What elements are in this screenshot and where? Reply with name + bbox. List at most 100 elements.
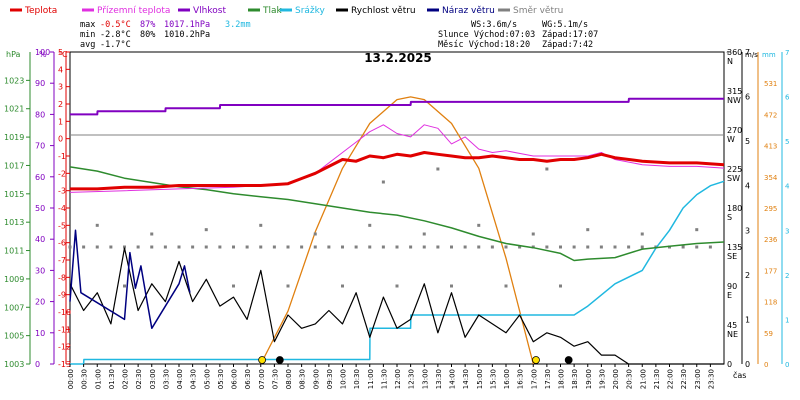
wind-direction-point <box>300 245 304 249</box>
stats-max-pressure: 1017.1hPa <box>164 20 210 30</box>
temp-tick-label: -8 <box>58 273 66 282</box>
temp-tick-label: -7 <box>58 256 66 265</box>
series-smer-vetru <box>68 167 712 288</box>
solar-tick-label: 236 <box>764 236 778 244</box>
wind-direction-point <box>191 245 195 249</box>
direction-tick-label: 135 <box>727 243 742 252</box>
direction-tick-sublabel: N <box>727 57 733 66</box>
time-axis-label: čas <box>733 370 746 380</box>
rain-tick-label: 1 <box>785 316 789 324</box>
x-tick-label: 22:00 <box>667 369 675 389</box>
wind-direction-point <box>123 245 126 249</box>
x-tick-label: 11:30 <box>380 369 388 389</box>
stats-min-temp: -2.8°C <box>100 30 131 40</box>
temp-tick-label: -1 <box>58 152 66 161</box>
legend-item-vlhkost: Vlhkost <box>178 6 226 16</box>
temp-tick-label: -12 <box>58 343 71 352</box>
pressure-tick-label: 1023 <box>4 76 24 85</box>
pressure-tick-label: 1009 <box>4 275 24 284</box>
humidity-tick-label: 70 <box>35 142 45 151</box>
x-tick-label: 09:00 <box>312 369 320 389</box>
wind-gust-stat: WG:5.1m/s <box>542 20 588 30</box>
wind-direction-point <box>504 284 508 288</box>
wind-direction-point <box>545 167 549 171</box>
x-tick-label: 15:30 <box>489 369 497 389</box>
wind-direction-point <box>695 228 699 232</box>
humidity-tick-label: 10 <box>35 329 45 338</box>
x-tick-label: 11:00 <box>367 369 375 389</box>
humidity-tick-label: 50 <box>35 204 45 213</box>
legend-label: Srážky <box>295 6 326 16</box>
wind-direction-point <box>286 245 290 249</box>
stats-min-humidity: 80% <box>140 30 155 40</box>
rain-tick-label: 4 <box>785 183 790 191</box>
humidity-tick-label: 60 <box>35 173 45 182</box>
wind-direction-point <box>232 284 235 288</box>
temp-tick-label: 1 <box>58 117 63 126</box>
temp-tick-label: -10 <box>58 308 71 317</box>
pressure-axis-unit: hPa <box>6 50 21 59</box>
series-teplota <box>70 151 725 191</box>
wind_speed-tick-label: 2 <box>745 271 750 280</box>
stats-min-pressure: 1010.2hPa <box>164 30 210 40</box>
direction-tick-label: 180 <box>727 204 742 213</box>
legend-item-prizemni-teplota: Přízemní teplota <box>82 6 170 16</box>
direction-tick-sublabel: S <box>727 213 732 222</box>
legend-label: Přízemní teplota <box>97 6 170 16</box>
legend-label: Vlhkost <box>193 6 226 16</box>
rain-tick-label: 0 <box>785 361 789 369</box>
moonset-marker <box>275 356 284 364</box>
wind-direction-point <box>450 245 453 249</box>
wind-direction-point <box>204 245 208 249</box>
sunrise-info: Slunce Východ:07:03 <box>438 30 535 40</box>
x-tick-label: 05:00 <box>203 369 211 389</box>
wind-direction-point <box>204 228 208 232</box>
wind-direction-point <box>422 245 426 249</box>
solar-tick-label: 0 <box>764 361 768 369</box>
wind-direction-point <box>163 245 167 249</box>
temp-tick-label: 0 <box>58 135 63 144</box>
x-tick-label: 16:30 <box>517 369 525 389</box>
wind-direction-point <box>559 284 562 288</box>
temp-tick-label: -2 <box>58 169 66 178</box>
stats-max-label: max <box>80 20 95 30</box>
wind-direction-point <box>450 284 453 288</box>
wind-direction-point <box>681 245 685 249</box>
series-naraz-vetru <box>69 229 191 330</box>
legend-item-naraz-vetru: Náraz větru <box>427 6 495 16</box>
wind-direction-point <box>477 245 481 249</box>
temp-tick-label: -4 <box>58 204 66 213</box>
wind-direction-point <box>477 223 481 227</box>
wind-direction-point <box>518 245 522 249</box>
series-layer <box>68 96 725 365</box>
x-tick-label: 04:30 <box>190 369 198 389</box>
rain-tick-label: 3 <box>785 227 789 235</box>
stats-min-label: min <box>80 30 95 40</box>
wind-direction-point <box>95 245 99 249</box>
legend-label: Teplota <box>24 6 57 16</box>
wind-direction-point <box>640 245 644 249</box>
humidity-tick-label: 20 <box>35 298 45 307</box>
humidity-tick-label: 90 <box>35 79 45 88</box>
wind-direction-point <box>463 245 467 249</box>
wind-direction-point <box>177 245 181 249</box>
rain-tick-label: 7 <box>785 49 789 57</box>
x-tick-label: 00:30 <box>81 369 89 389</box>
pressure-tick-label: 1017 <box>4 161 24 170</box>
wind_speed-tick-label: 0 <box>745 360 750 369</box>
solar-tick-label: 413 <box>764 143 777 151</box>
wind-direction-point <box>490 245 494 249</box>
moonrise-info: Měsíc Východ:18:20 <box>438 40 530 50</box>
sunrise-marker <box>258 356 267 364</box>
x-tick-label: 07:00 <box>258 369 266 389</box>
wind-direction-point <box>218 245 222 249</box>
legend: Teplota Přízemní teplota Vlhkost Tlak Sr… <box>10 6 563 16</box>
wind_speed-tick-label: 6 <box>745 93 750 102</box>
rain-tick-label: 5 <box>785 138 789 146</box>
humidity-tick-label: 30 <box>35 266 45 275</box>
rain-tick-label: 2 <box>785 272 789 280</box>
direction-tick-label: 45 <box>727 321 737 330</box>
stats-avg-temp: -1.7°C <box>100 40 131 50</box>
x-tick-label: 19:00 <box>585 369 593 389</box>
